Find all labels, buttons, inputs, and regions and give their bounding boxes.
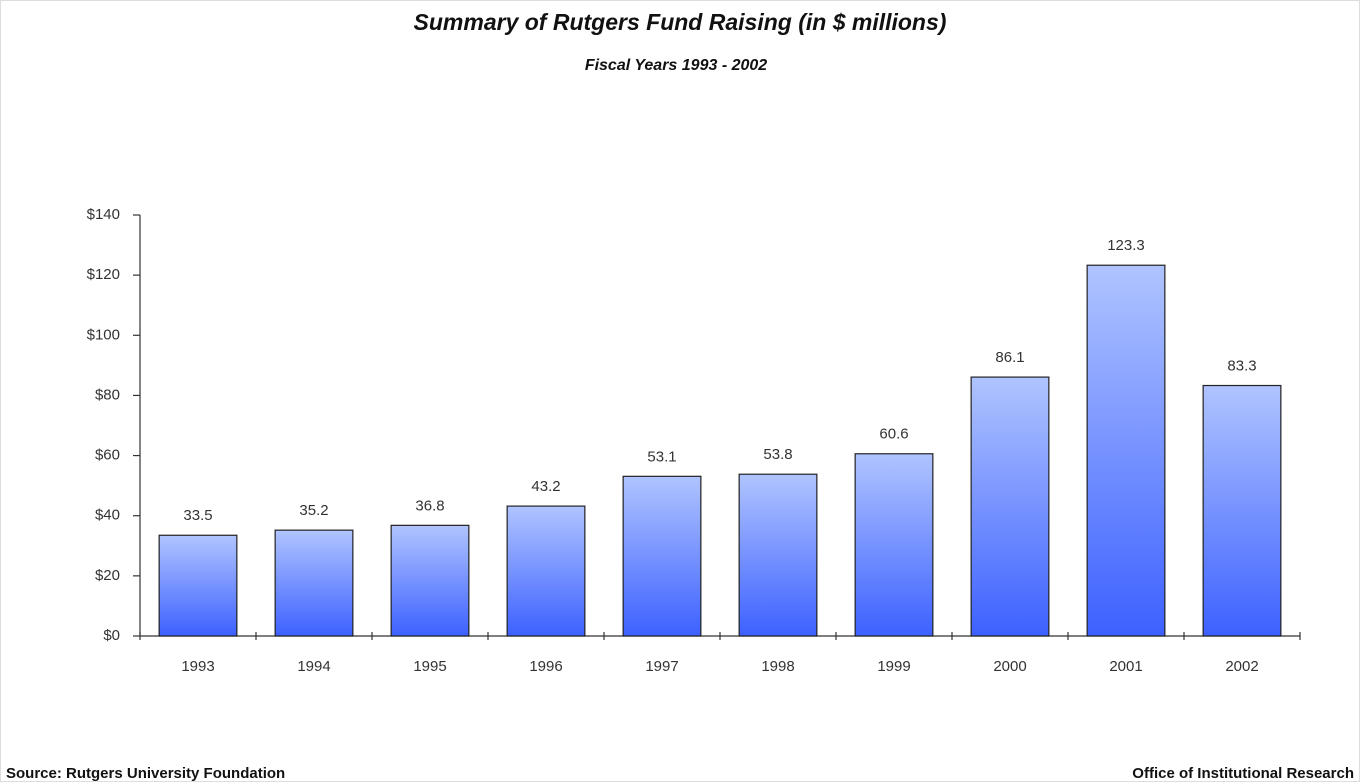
bar xyxy=(274,529,354,637)
x-tick-label: 1996 xyxy=(529,658,562,675)
data-label: 35.2 xyxy=(299,502,328,519)
x-tick-label: 1997 xyxy=(645,658,678,675)
bar xyxy=(970,376,1050,637)
bar xyxy=(738,473,818,637)
data-label: 123.3 xyxy=(1107,237,1145,254)
bar xyxy=(158,534,238,637)
bar xyxy=(1086,264,1166,637)
y-tick-label: $20 xyxy=(95,567,120,584)
data-label: 53.1 xyxy=(647,448,676,465)
x-tick-label: 2000 xyxy=(993,658,1026,675)
credit-note: Office of Institutional Research xyxy=(1132,765,1354,782)
x-tick-label: 1993 xyxy=(181,658,214,675)
chart-title: Summary of Rutgers Fund Raising (in $ mi… xyxy=(414,9,947,35)
x-tick-label: 1994 xyxy=(297,658,330,675)
data-label: 83.3 xyxy=(1227,357,1256,374)
source-note: Source: Rutgers University Foundation xyxy=(6,765,285,782)
y-tick-label: $120 xyxy=(87,266,120,283)
data-label: 53.8 xyxy=(763,446,792,463)
data-label: 33.5 xyxy=(183,507,212,524)
data-label: 86.1 xyxy=(995,349,1024,366)
y-tick-label: $140 xyxy=(87,206,120,223)
y-tick-label: $40 xyxy=(95,507,120,524)
bar xyxy=(622,475,702,637)
bar xyxy=(506,505,586,637)
bar xyxy=(1202,384,1282,637)
bar xyxy=(854,453,934,637)
x-tick-label: 1999 xyxy=(877,658,910,675)
data-label: 36.8 xyxy=(415,497,444,514)
data-label: 43.2 xyxy=(531,478,560,495)
y-tick-label: $80 xyxy=(95,386,120,403)
x-tick-label: 2002 xyxy=(1225,658,1258,675)
x-tick-label: 2001 xyxy=(1109,658,1142,675)
x-tick-label: 1995 xyxy=(413,658,446,675)
x-tick-label: 1998 xyxy=(761,658,794,675)
data-label: 60.6 xyxy=(879,426,908,443)
chart-subtitle: Fiscal Years 1993 - 2002 xyxy=(585,57,767,74)
y-tick-label: $100 xyxy=(87,326,120,343)
y-tick-label: $0 xyxy=(103,627,120,644)
y-tick-label: $60 xyxy=(95,447,120,464)
bar xyxy=(390,524,470,637)
